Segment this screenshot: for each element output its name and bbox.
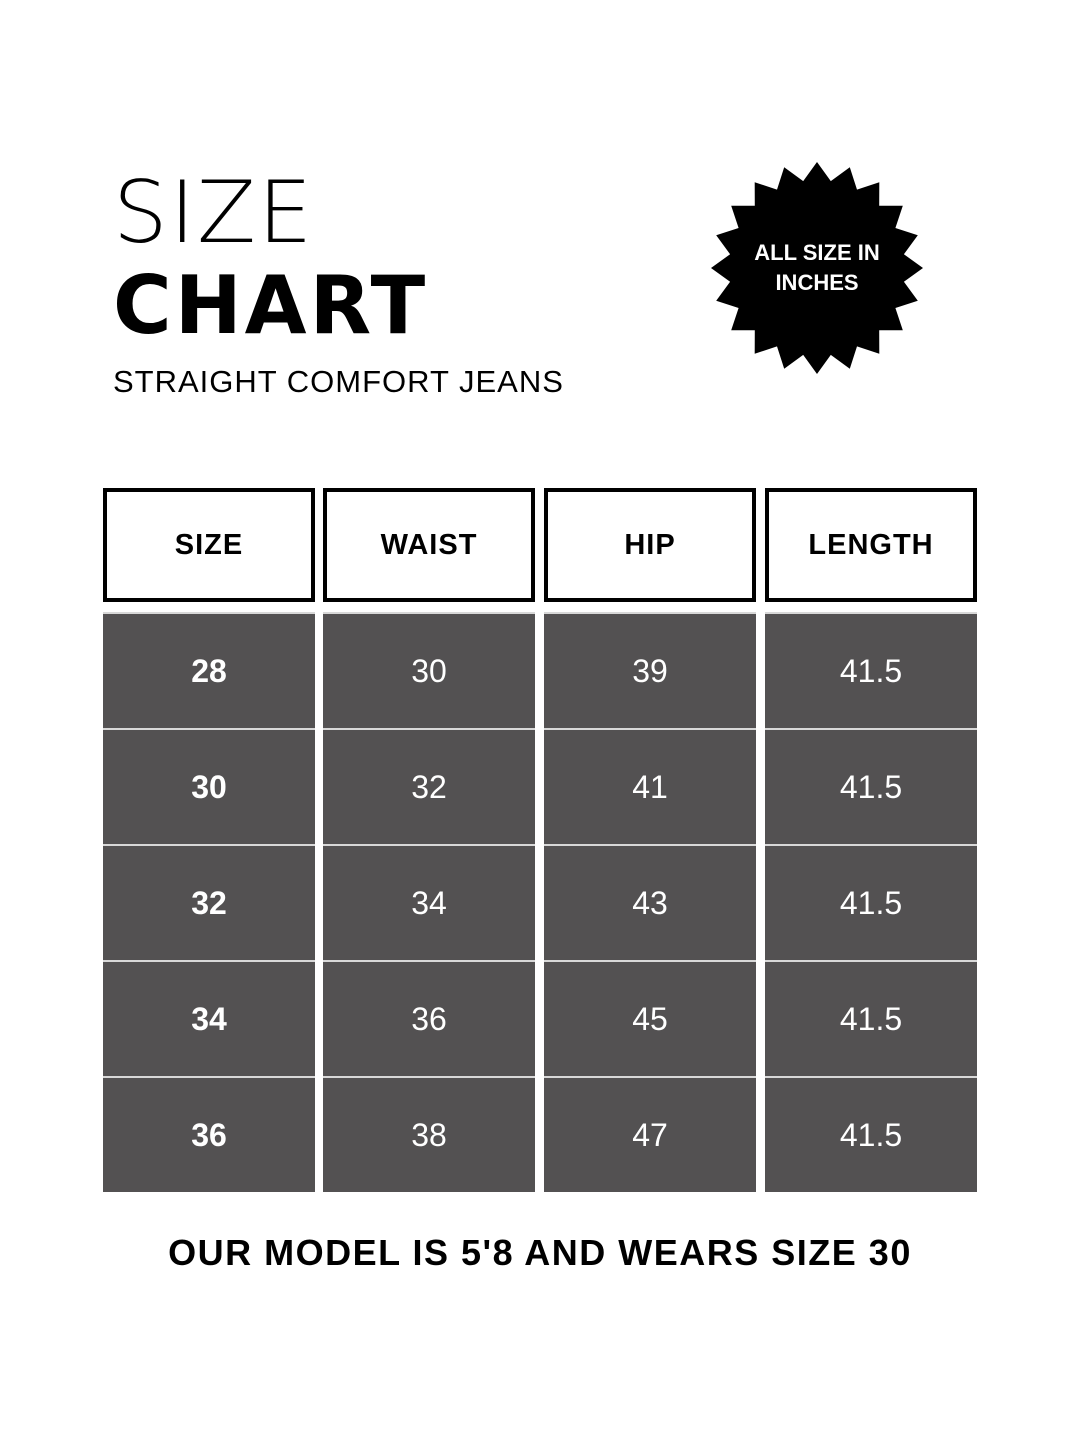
header-size: SIZE <box>103 488 315 602</box>
table-cell: 32 <box>103 844 315 960</box>
table-cell: 41.5 <box>765 612 977 728</box>
badge-line-1: ALL SIZE IN <box>754 240 880 265</box>
table-cell: 47 <box>544 1076 756 1192</box>
subtitle: STRAIGHT COMFORT JEANS <box>113 364 564 399</box>
table-cell: 39 <box>544 612 756 728</box>
table-cell: 36 <box>103 1076 315 1192</box>
table-cell: 45 <box>544 960 756 1076</box>
footer-note: OUR MODEL IS 5'8 AND WEARS SIZE 30 <box>168 1232 912 1273</box>
table-cell: 30 <box>323 612 535 728</box>
table-cell: 41 <box>544 728 756 844</box>
table-cell: 28 <box>103 612 315 728</box>
table-cell: 38 <box>323 1076 535 1192</box>
table-cell: 41.5 <box>765 728 977 844</box>
table-cell: 41.5 <box>765 960 977 1076</box>
badge-line-2: INCHES <box>775 270 859 295</box>
header-length: LENGTH <box>765 488 977 602</box>
header-waist: WAIST <box>323 488 535 602</box>
table-cell: 30 <box>103 728 315 844</box>
badge-text: ALL SIZE IN INCHES <box>707 238 927 298</box>
table-cell: 43 <box>544 844 756 960</box>
header-hip: HIP <box>544 488 756 602</box>
table-cell: 36 <box>323 960 535 1076</box>
title-chart: CHART <box>113 259 429 352</box>
table-cell: 34 <box>103 960 315 1076</box>
table-cell: 41.5 <box>765 844 977 960</box>
table-cell: 32 <box>323 728 535 844</box>
title-size: SIZE <box>113 163 315 263</box>
table-cell: 34 <box>323 844 535 960</box>
table-cell: 41.5 <box>765 1076 977 1192</box>
starburst-badge-icon <box>711 162 923 374</box>
